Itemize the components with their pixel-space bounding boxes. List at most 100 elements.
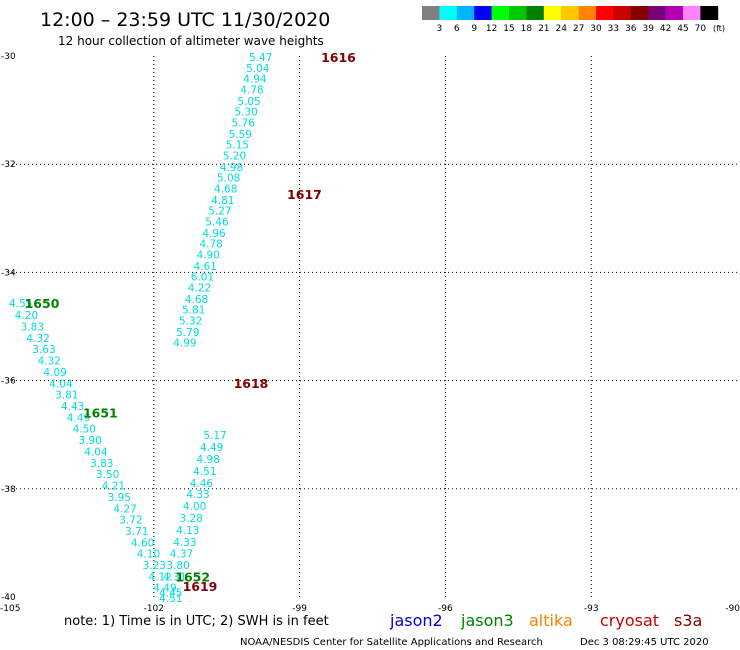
y-tick-label: -32	[1, 160, 16, 170]
wave-height-point: 3.28	[180, 513, 203, 525]
colorbar-label: 30	[590, 24, 602, 34]
colorbar-label: 12	[486, 24, 497, 34]
wave-height-point: 4.12	[148, 571, 171, 583]
wave-height-point: 4.32	[38, 356, 61, 368]
wave-height-point: 4.09	[43, 367, 66, 379]
colorbar-swatch	[543, 6, 562, 20]
wave-height-point: 3.83	[21, 322, 44, 334]
chart-subtitle: 12 hour collection of altimeter wave hei…	[58, 34, 324, 48]
chart-title: 12:00 – 23:59 UTC 11/30/2020	[40, 9, 330, 31]
colorbar-swatch	[439, 6, 458, 20]
colorbar-swatch	[683, 6, 701, 20]
x-tick-label: -90	[725, 604, 740, 614]
pass-time-label: 1617	[287, 187, 322, 202]
wave-height-point: 4.04	[49, 378, 73, 390]
legend-item: jason3	[460, 611, 514, 630]
wave-height-point: 4.81	[211, 195, 234, 207]
colorbar-label: 3	[437, 24, 443, 34]
colorbar-label: 70	[695, 24, 707, 34]
colorbar: 3 6 9 12 15 18 21 24 27 30 33 36 39 42 45 70	[422, 6, 719, 34]
units-note: note: 1) Time is in UTC; 2) SWH is in fe…	[64, 614, 329, 629]
data-points: 4.554.203.834.323.634.324.094.043.814.43…	[9, 52, 272, 605]
wave-height-point: 4.33	[173, 537, 196, 549]
colorbar-swatch	[561, 6, 579, 20]
wave-height-point: 3.23	[143, 560, 166, 572]
wave-height-point: 5.76	[232, 118, 256, 130]
wave-height-point: 4.49	[153, 582, 176, 594]
wave-height-point: 4.10	[137, 549, 160, 561]
colorbar-label: 42	[660, 24, 671, 34]
wave-height-point: 4.21	[102, 481, 125, 493]
pass-time-label: 1616	[321, 50, 356, 65]
colorbar-swatch	[578, 6, 597, 20]
wave-height-point: 4.04	[84, 446, 108, 458]
colorbar-swatch	[665, 6, 684, 20]
colorbar-unit: (ft)	[713, 24, 725, 33]
colorbar-label: 39	[642, 24, 654, 34]
legend-item: jason2	[389, 611, 443, 630]
colorbar-label: 36	[625, 24, 637, 34]
wave-height-point: 4.94	[243, 74, 267, 86]
colorbar-swatch	[491, 6, 510, 20]
wave-height-point: 4.55	[9, 298, 32, 310]
wave-height-point: 5.05	[237, 96, 260, 108]
wave-height-point: 4.68	[214, 184, 237, 196]
colorbar-swatch	[509, 6, 527, 20]
colorbar-label: 45	[677, 24, 688, 34]
pass-time-labels: 1616 1617 1618 1619 1650 1651 1652	[25, 50, 357, 594]
wave-height-point: 4.68	[185, 294, 208, 306]
pass-time-label: 1619	[183, 579, 218, 594]
wave-height-point: 3.72	[119, 515, 142, 527]
wave-height-point: 3.80	[166, 560, 189, 572]
wave-height-point: 4.00	[183, 501, 206, 513]
wave-height-point: 5.32	[179, 316, 202, 328]
wave-height-point: 5.47	[249, 52, 272, 64]
wave-height-point: 4.45	[159, 588, 182, 600]
generation-timestamp: Dec 3 08:29:45 UTC 2020	[580, 637, 709, 648]
wave-height-point: 4.49	[200, 442, 223, 454]
wave-height-point: 4.78	[240, 85, 263, 97]
colorbar-swatch	[526, 6, 545, 20]
colorbar-swatch	[422, 6, 440, 20]
wave-height-point: 4.90	[197, 250, 220, 262]
wave-height-point: 4.27	[113, 503, 136, 515]
colorbar-label: 21	[538, 24, 549, 34]
legend-item: cryosat	[600, 611, 659, 630]
credit-line: NOAA/NESDIS Center for Satellite Applica…	[240, 637, 543, 648]
wave-height-point: 5.20	[223, 151, 246, 163]
x-tick-label: -99	[292, 604, 307, 614]
wave-height-point: 4.46	[190, 478, 214, 490]
y-tick-label: -38	[1, 485, 16, 495]
colorbar-swatch	[456, 6, 475, 20]
axis-ticks: -30 -32 -34 -36 -38 -40-105 -102 -99 -96 -93 -90	[0, 52, 740, 614]
wave-height-point: 4.51	[193, 466, 216, 478]
colorbar-label: 24	[555, 24, 567, 34]
wave-height-point: 5.59	[229, 129, 252, 141]
colorbar-label: 15	[503, 24, 514, 34]
wave-height-point: 5.79	[176, 327, 199, 339]
wave-height-point: 4.31	[163, 571, 186, 583]
wave-height-point: 3.71	[125, 526, 148, 538]
y-tick-label: -30	[1, 52, 16, 62]
wave-height-point: 4.20	[15, 310, 38, 322]
x-tick-label: -96	[438, 604, 453, 614]
wave-height-point: 6.01	[191, 272, 214, 284]
wave-height-point: 4.49	[67, 412, 90, 424]
wave-height-point: 4.60	[131, 537, 154, 549]
wave-height-point: 4.96	[202, 228, 226, 240]
wave-height-point: 4.13	[176, 525, 199, 537]
pass-time-label: 1618	[234, 376, 269, 391]
pass-time-label: 1651	[83, 406, 118, 421]
grid-lines	[8, 56, 737, 597]
wave-height-point: 5.27	[208, 206, 231, 218]
colorbar-label: 27	[573, 24, 584, 34]
colorbar-label: 33	[608, 24, 619, 34]
wave-height-point: 4.98	[197, 454, 220, 466]
legend-item: altika	[529, 611, 573, 630]
wave-height-point: 5.15	[226, 140, 249, 152]
wave-height-point: 4.98	[220, 162, 243, 174]
colorbar-label: 9	[471, 24, 477, 34]
pass-time-label: 1650	[25, 296, 60, 311]
wave-height-point: 4.51	[159, 593, 182, 605]
